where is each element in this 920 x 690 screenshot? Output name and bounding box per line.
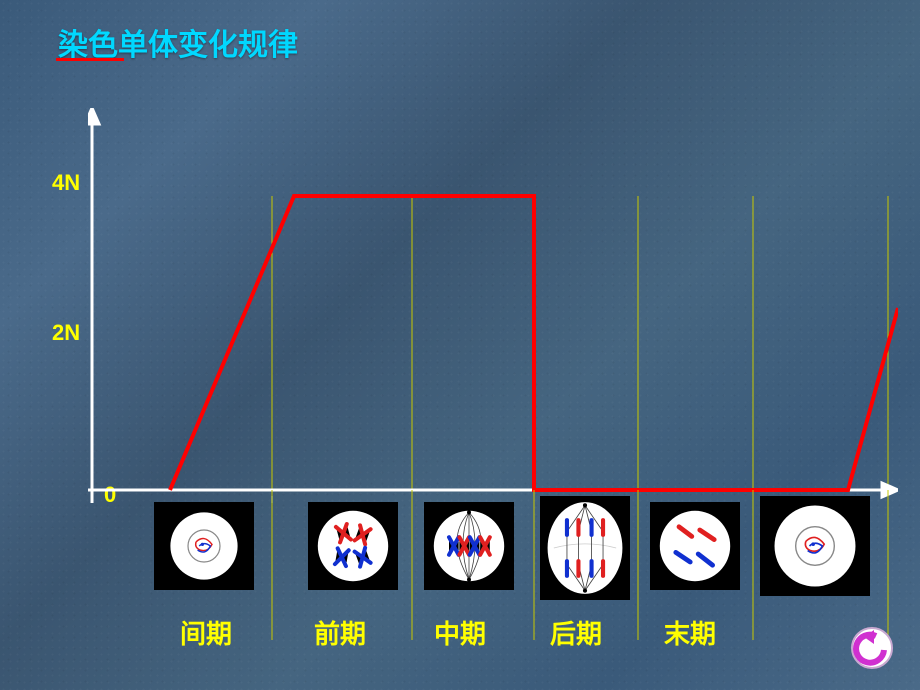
phase-label-metaphase: 中期 bbox=[434, 614, 486, 651]
cell-interphase bbox=[154, 502, 254, 590]
cell-prophase bbox=[308, 502, 398, 590]
y-label-2n: 2N bbox=[52, 320, 80, 346]
y-label-4n: 4N bbox=[52, 170, 80, 196]
phase-label-interphase: 间期 bbox=[180, 614, 232, 651]
phase-label-telophase: 末期 bbox=[664, 614, 716, 651]
cell-diagrams-row bbox=[0, 500, 920, 600]
cell-interphase-next bbox=[760, 496, 870, 596]
back-icon[interactable] bbox=[850, 626, 894, 670]
chromatid-chart bbox=[88, 108, 898, 503]
phase-label-prophase: 前期 bbox=[314, 614, 366, 651]
title-underline bbox=[56, 58, 124, 61]
phase-label-anaphase: 后期 bbox=[550, 614, 602, 651]
cell-metaphase bbox=[424, 502, 514, 590]
cell-telophase bbox=[650, 502, 740, 590]
cell-anaphase bbox=[540, 496, 630, 600]
